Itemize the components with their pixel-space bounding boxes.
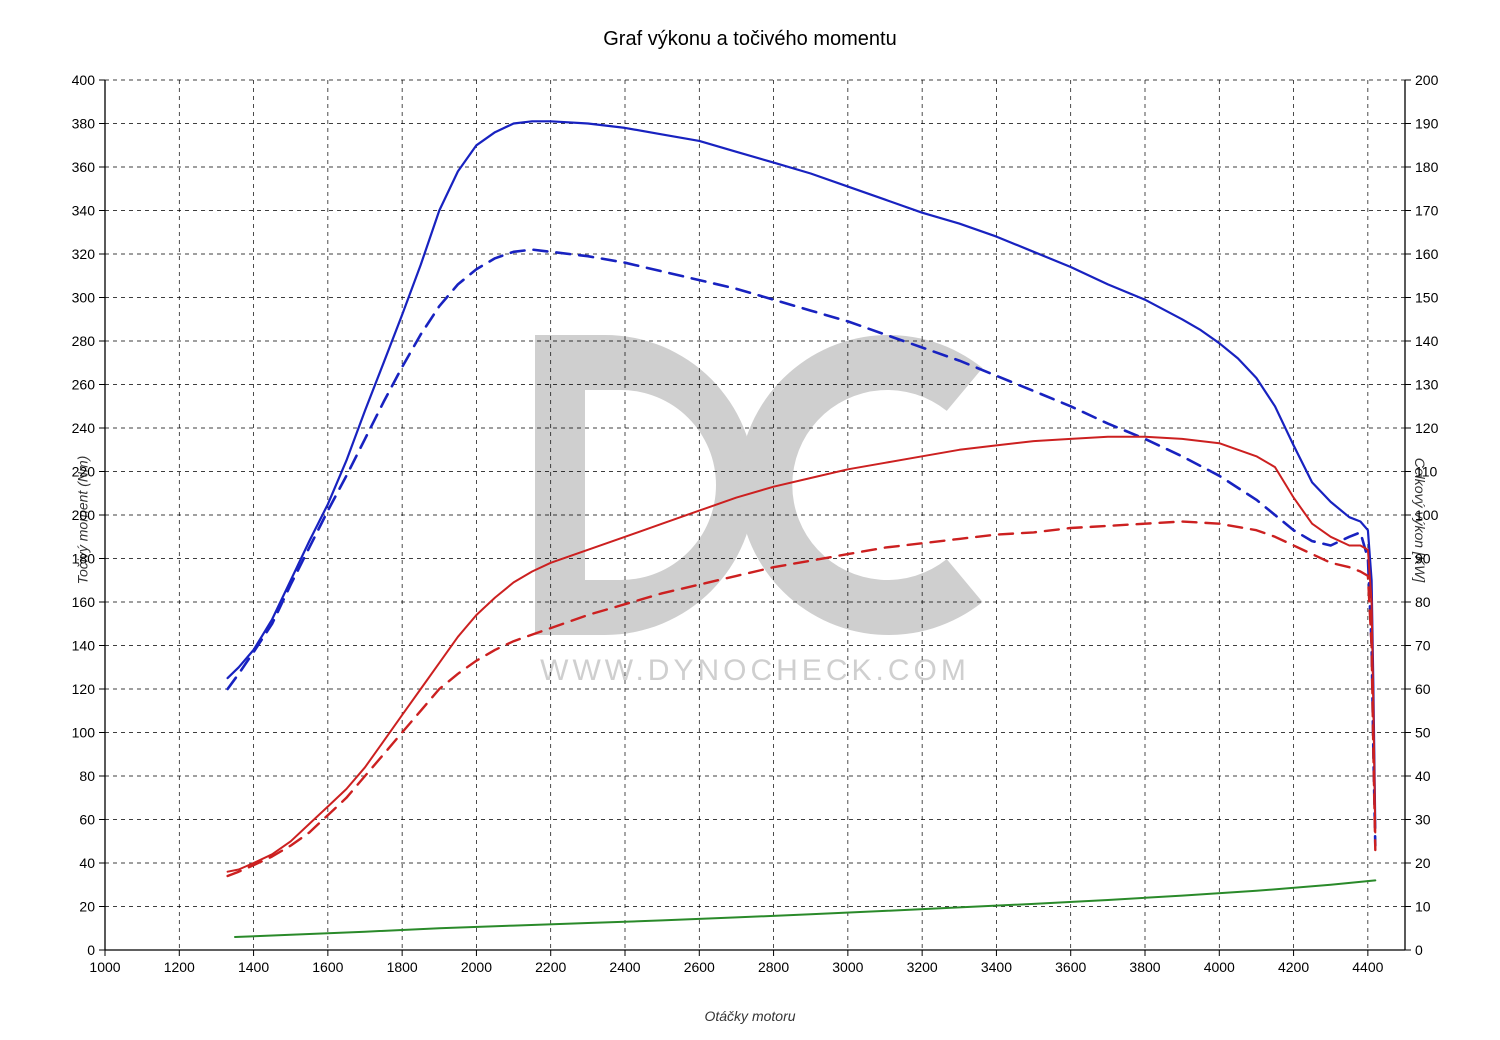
y1-tick-label: 80: [79, 768, 95, 784]
y2-tick-label: 140: [1415, 333, 1439, 349]
y2-tick-label: 70: [1415, 638, 1431, 654]
y1-tick-label: 340: [72, 203, 96, 219]
y1-tick-label: 60: [79, 812, 95, 828]
x-tick-label: 4400: [1352, 959, 1383, 975]
y1-tick-label: 160: [72, 594, 96, 610]
y1-tick-label: 380: [72, 116, 96, 132]
y2-tick-label: 130: [1415, 377, 1439, 393]
y2-tick-label: 80: [1415, 594, 1431, 610]
series-torque_tuned: [228, 121, 1376, 828]
y2-tick-label: 60: [1415, 681, 1431, 697]
x-tick-label: 4000: [1204, 959, 1235, 975]
dyno-chart: Graf výkonu a točivého momentu Točivý mo…: [0, 0, 1500, 1040]
y2-tick-label: 200: [1415, 72, 1439, 88]
y1-tick-label: 40: [79, 855, 95, 871]
y1-tick-label: 20: [79, 899, 95, 915]
x-tick-label: 1600: [312, 959, 343, 975]
x-tick-label: 4200: [1278, 959, 1309, 975]
y2-tick-label: 150: [1415, 290, 1439, 306]
y2-tick-label: 90: [1415, 551, 1431, 567]
x-tick-label: 3000: [832, 959, 863, 975]
y1-tick-label: 280: [72, 333, 96, 349]
x-tick-label: 3400: [981, 959, 1012, 975]
y1-tick-label: 140: [72, 638, 96, 654]
y1-tick-label: 320: [72, 246, 96, 262]
x-tick-label: 2000: [461, 959, 492, 975]
y2-tick-label: 40: [1415, 768, 1431, 784]
y2-tick-label: 110: [1415, 464, 1438, 480]
y1-tick-label: 240: [72, 420, 96, 436]
x-tick-label: 1200: [164, 959, 195, 975]
y1-tick-label: 260: [72, 377, 96, 393]
watermark-text: WWW.DYNOCHECK.COM: [540, 654, 970, 687]
y2-tick-label: 50: [1415, 725, 1431, 741]
y1-tick-label: 300: [72, 290, 96, 306]
y1-tick-label: 100: [72, 725, 96, 741]
series-loss_power: [235, 880, 1375, 937]
y1-tick-label: 120: [72, 681, 96, 697]
x-tick-label: 1400: [238, 959, 269, 975]
y2-tick-label: 0: [1415, 942, 1423, 958]
x-tick-label: 1800: [387, 959, 418, 975]
x-tick-label: 1000: [89, 959, 120, 975]
x-tick-label: 2800: [758, 959, 789, 975]
x-tick-label: 3200: [907, 959, 938, 975]
y2-tick-label: 170: [1415, 203, 1439, 219]
x-tick-label: 2200: [535, 959, 566, 975]
watermark-d-icon: [535, 335, 755, 635]
y1-tick-label: 200: [72, 507, 96, 523]
y2-tick-label: 30: [1415, 812, 1431, 828]
x-tick-label: 3800: [1129, 959, 1160, 975]
y1-tick-label: 220: [72, 464, 96, 480]
y2-tick-label: 190: [1415, 116, 1439, 132]
chart-svg: WWW.DYNOCHECK.COM10001200140016001800200…: [0, 0, 1500, 1040]
y1-tick-label: 180: [72, 551, 96, 567]
watermark-c-icon: [739, 335, 983, 635]
y1-tick-label: 360: [72, 159, 96, 175]
y1-tick-label: 400: [72, 72, 96, 88]
y2-tick-label: 120: [1415, 420, 1439, 436]
y2-tick-label: 180: [1415, 159, 1439, 175]
x-tick-label: 2400: [609, 959, 640, 975]
y2-tick-label: 20: [1415, 855, 1431, 871]
y2-tick-label: 10: [1415, 899, 1431, 915]
y2-tick-label: 160: [1415, 246, 1439, 262]
x-tick-label: 2600: [684, 959, 715, 975]
y1-tick-label: 0: [87, 942, 95, 958]
x-tick-label: 3600: [1055, 959, 1086, 975]
y2-tick-label: 100: [1415, 507, 1439, 523]
